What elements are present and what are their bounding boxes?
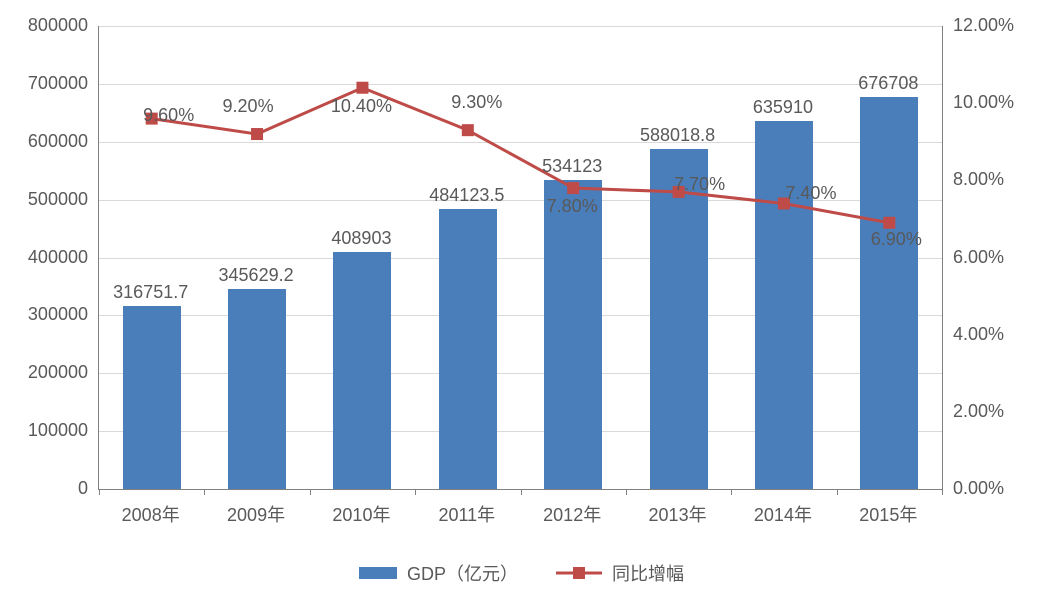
line-value-label: 7.80%	[547, 196, 598, 217]
legend-label-growth: 同比增幅	[612, 560, 684, 586]
legend-item-growth: 同比增幅	[556, 560, 684, 586]
x-tick	[99, 489, 100, 495]
legend-label-gdp: GDP（亿元）	[407, 560, 518, 586]
y-left-tick-label: 400000	[28, 247, 88, 268]
x-tick	[626, 489, 627, 495]
bar-value-label: 534123	[542, 156, 602, 177]
x-tick	[837, 489, 838, 495]
x-tick-label: 2010年	[332, 501, 390, 527]
legend-line-swatch	[556, 564, 602, 582]
line-marker	[251, 128, 263, 140]
y-left-tick-label: 200000	[28, 362, 88, 383]
x-tick	[521, 489, 522, 495]
bar-value-label: 408903	[331, 228, 391, 249]
x-tick-label: 2013年	[649, 501, 707, 527]
line-marker	[462, 124, 474, 136]
y-right-tick-label: 6.00%	[953, 247, 1004, 268]
bar-value-label: 345629.2	[219, 265, 294, 286]
bar-value-label: 484123.5	[429, 185, 504, 206]
y-left-tick-label: 500000	[28, 189, 88, 210]
bar-value-label: 635910	[753, 97, 813, 118]
x-tick	[204, 489, 205, 495]
y-left-tick-label: 600000	[28, 131, 88, 152]
x-tick-label: 2015年	[859, 501, 917, 527]
x-tick-label: 2012年	[543, 501, 601, 527]
y-left-tick-label: 700000	[28, 73, 88, 94]
legend-item-gdp: GDP（亿元）	[359, 560, 518, 586]
x-tick	[310, 489, 311, 495]
x-tick	[415, 489, 416, 495]
line-value-label: 7.40%	[785, 183, 836, 204]
bar-value-label: 588018.8	[640, 125, 715, 146]
line-marker	[883, 217, 895, 229]
legend-bar-swatch	[359, 567, 397, 579]
line-value-label: 9.20%	[223, 96, 274, 117]
line-value-label: 7.70%	[674, 174, 725, 195]
x-tick-label: 2009年	[227, 501, 285, 527]
y-right-tick-label: 8.00%	[953, 169, 1004, 190]
bar-value-label: 316751.7	[113, 282, 188, 303]
x-tick	[731, 489, 732, 495]
y-right-tick-label: 4.00%	[953, 324, 1004, 345]
y-right-tick-label: 10.00%	[953, 92, 1014, 113]
y-left-tick-label: 800000	[28, 15, 88, 36]
line-marker	[567, 182, 579, 194]
y-right-tick-label: 2.00%	[953, 401, 1004, 422]
x-tick-label: 2014年	[754, 501, 812, 527]
y-left-tick-label: 0	[78, 478, 88, 499]
line-value-label: 9.60%	[143, 105, 194, 126]
gdp-combo-chart: GDP（亿元） 同比增幅 0 100000 200000 300000 400000 50…	[0, 0, 1043, 613]
y-right-tick-label: 0.00%	[953, 478, 1004, 499]
y-left-tick-label: 300000	[28, 304, 88, 325]
x-tick	[942, 489, 943, 495]
bar-value-label: 676708	[858, 73, 918, 94]
line-value-label: 10.40%	[331, 96, 392, 117]
y-left-tick-label: 100000	[28, 420, 88, 441]
line-value-label: 6.90%	[871, 229, 922, 250]
x-tick-label: 2011年	[438, 501, 495, 527]
line-value-label: 9.30%	[451, 92, 502, 113]
y-right-tick-label: 12.00%	[953, 15, 1014, 36]
x-tick-label: 2008年	[122, 501, 180, 527]
line-marker	[356, 82, 368, 94]
legend: GDP（亿元） 同比增幅	[0, 560, 1043, 586]
